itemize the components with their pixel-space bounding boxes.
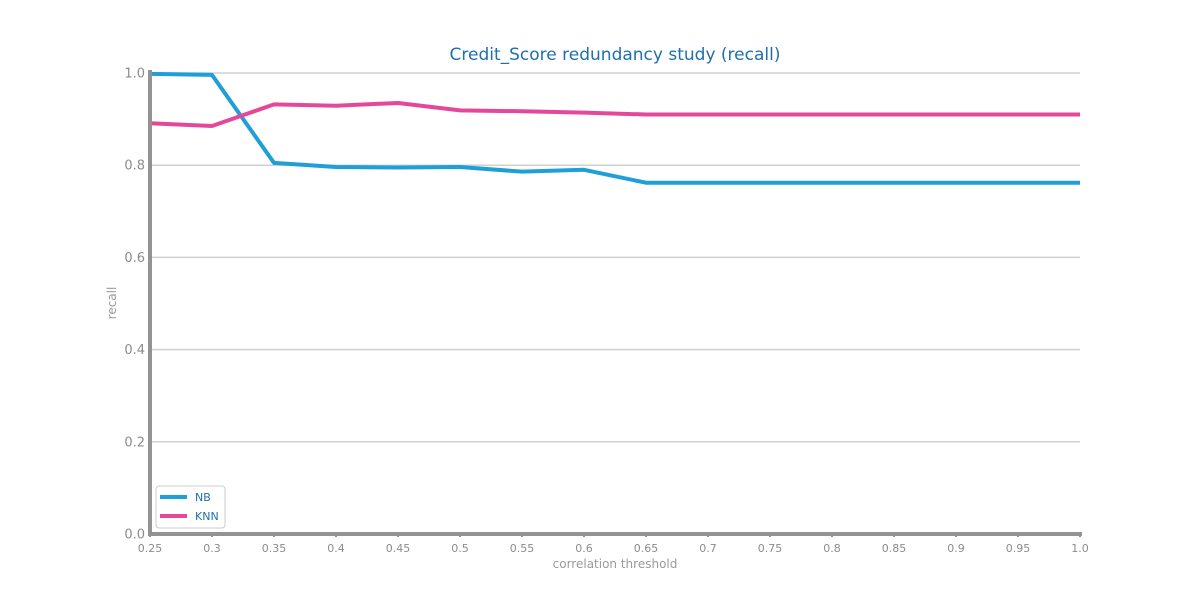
x-tick-label: 0.3 [203,542,221,555]
y-tick-label: 0.0 [124,528,145,543]
x-tick-label: 0.75 [758,542,783,555]
y-tick-label: 0.6 [124,251,145,266]
x-tick-label: 0.85 [882,542,907,555]
y-tick-label: 0.2 [124,435,145,450]
x-tick-label: 0.7 [699,542,717,555]
y-tick-label: 1.0 [124,67,145,82]
chart-title: Credit_Score redundancy study (recall) [450,45,781,65]
x-tick-label: 0.25 [138,542,163,555]
x-tick-label: 0.8 [823,542,841,555]
x-axis-title: correlation threshold [553,557,678,571]
x-tick-label: 0.6 [575,542,593,555]
ticks-layer: 0.0 0.2 0.4 0.6 0.8 1.0 0.25 0.3 0.35 0.4 0.45 0.5 0… [124,67,1088,556]
series-line-nb [149,71,1080,185]
x-tick-label: 0.35 [262,542,287,555]
series-line-knn [149,100,1080,129]
x-tick-label: 0.5 [451,542,469,555]
x-tick-label: 0.95 [1006,542,1031,555]
series-layer [149,71,1080,185]
x-tick-label: 0.4 [327,542,345,555]
grid-layer [150,72,1080,443]
axes-layer [148,70,1082,536]
y-axis-title: recall [105,287,119,320]
y-tick-label: 0.8 [124,159,145,174]
legend: NB KNN [155,485,226,529]
x-tick-label: 0.9 [947,542,965,555]
x-tick-label: 0.55 [510,542,535,555]
x-tick-label: 0.65 [634,542,659,555]
y-tick-label: 0.4 [124,343,145,358]
legend-label-nb: NB [195,491,211,504]
x-tick-label: 1.0 [1071,542,1089,555]
legend-label-knn: KNN [195,510,219,523]
x-tick-label: 0.45 [386,542,411,555]
